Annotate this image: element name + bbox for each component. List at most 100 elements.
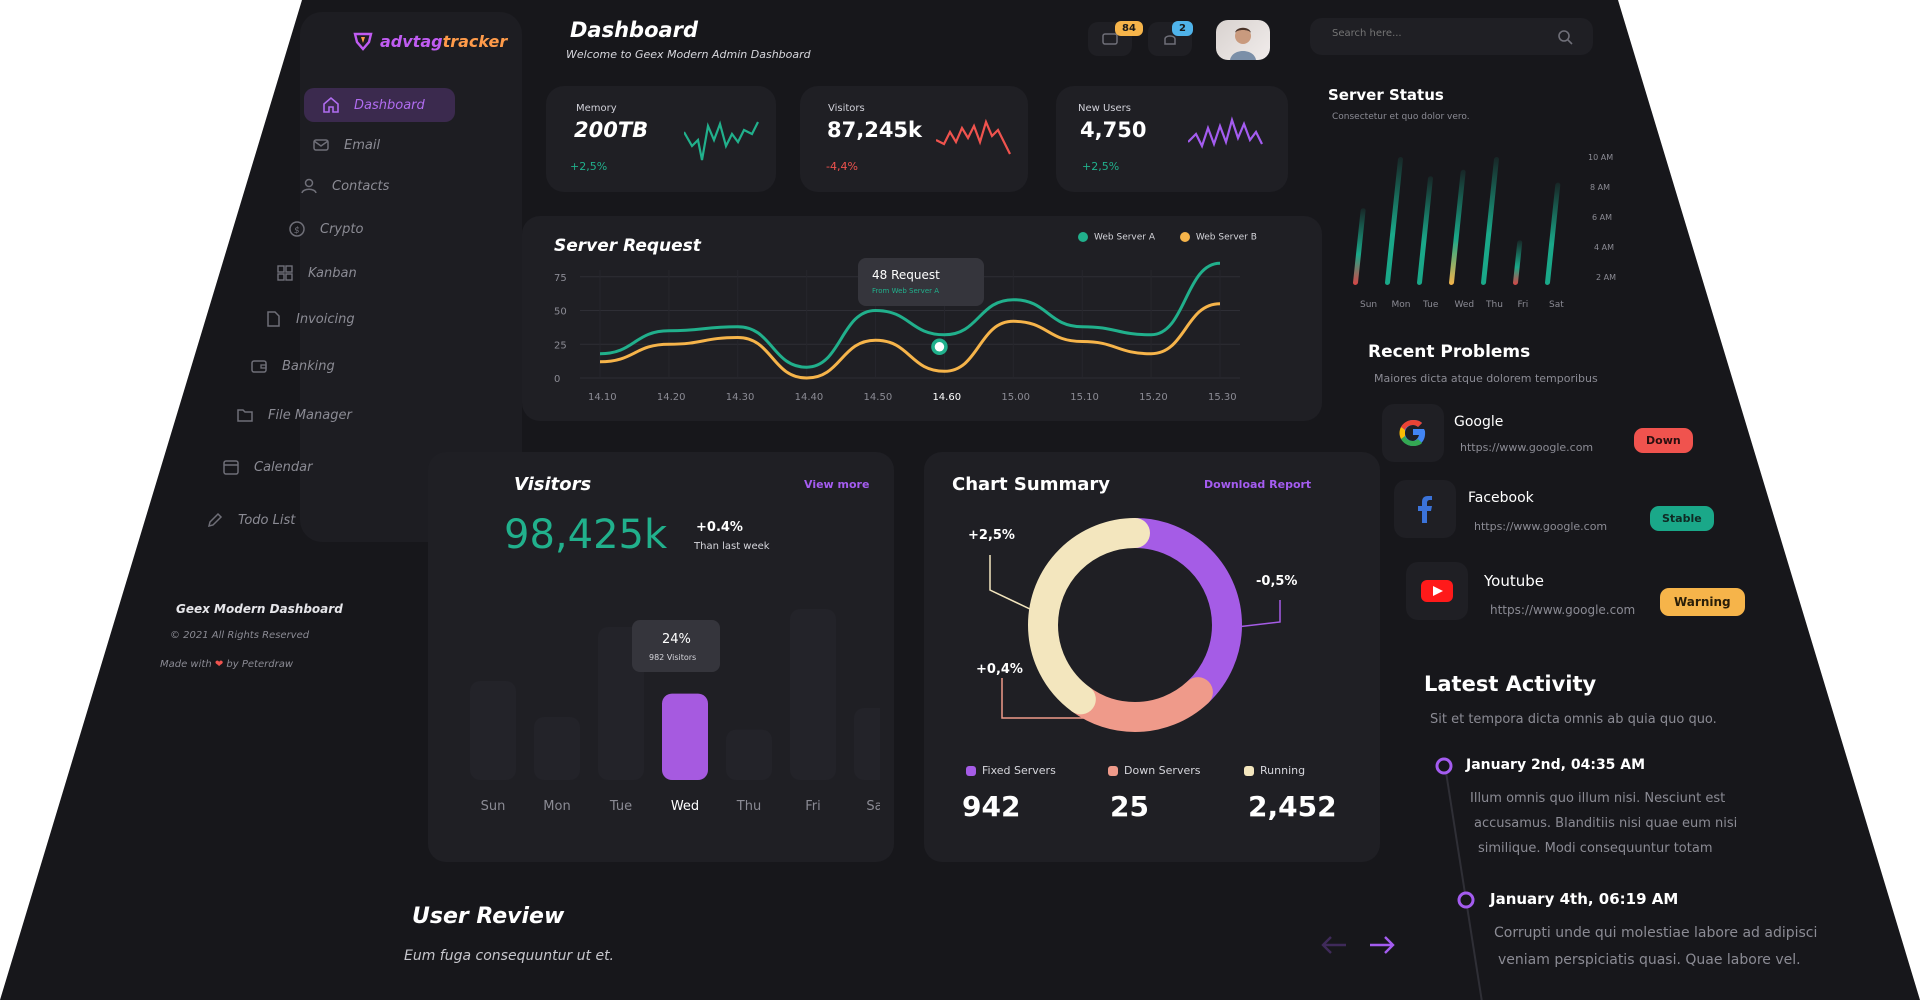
legend-entry: Down Servers xyxy=(1124,764,1201,777)
sidebar-item-crypto[interactable]: $ Crypto xyxy=(288,220,363,238)
problem-url[interactable]: https://www.google.com xyxy=(1460,441,1594,454)
y-tick-label: 6 AM xyxy=(1592,213,1612,222)
bar-sun xyxy=(470,681,516,780)
stat-change: +2,5% xyxy=(1082,160,1120,173)
sidebar-item-invoicing[interactable]: Invoicing xyxy=(264,310,355,328)
logo-icon xyxy=(353,32,373,51)
view-more-link[interactable]: View more xyxy=(804,478,870,491)
search-icon[interactable] xyxy=(1557,29,1573,45)
sidebar-item-email[interactable]: Email xyxy=(312,136,380,154)
x-tick-label: Wed xyxy=(1455,300,1475,310)
arrow-left-icon[interactable] xyxy=(1320,934,1348,956)
sidebar-item-file-manager[interactable]: File Manager xyxy=(236,406,352,424)
sidebar-item-kanban[interactable]: Kanban xyxy=(276,264,357,282)
problem-name: Youtube xyxy=(1484,572,1544,590)
sidebar-item-contacts[interactable]: Contacts xyxy=(300,177,389,195)
bar-fri xyxy=(1513,240,1523,285)
donut-callout: +0,4% xyxy=(976,662,1023,677)
legend-swatch xyxy=(1179,232,1190,242)
problem-name: Google xyxy=(1454,414,1504,430)
recent-problems-title: Recent Problems xyxy=(1368,342,1531,362)
stat-card-visitors xyxy=(800,86,1028,192)
x-tick-label: 15.30 xyxy=(1208,392,1237,403)
user-review-subtitle: Eum fuga consequuntur ut et. xyxy=(404,948,615,964)
problem-url[interactable]: https://www.google.com xyxy=(1474,520,1608,533)
user-avatar-icon xyxy=(1230,27,1256,60)
sidebar-item-label: Email xyxy=(344,137,381,153)
x-tick-label: 14.10 xyxy=(588,392,617,403)
stat-card-memory xyxy=(546,86,776,192)
stat-title: Memory xyxy=(576,103,617,114)
sidebar-item-banking[interactable]: Banking xyxy=(250,357,335,375)
activity-line: accusamus. Blanditiis nisi quae eum nisi xyxy=(1474,816,1738,831)
x-tick-label: Fri xyxy=(805,799,821,814)
svg-text:$: $ xyxy=(294,226,300,236)
activity-date: January 2nd, 04:35 AM xyxy=(1466,757,1646,773)
server-status-chart: Sun Mon Tue Wed Thu Fri Sat 10 AM 8 AM 6 AM 4 AM 2 … xyxy=(1353,153,1616,310)
x-tick-label: Fri xyxy=(1518,300,1529,310)
sidebar-item-label: Banking xyxy=(282,358,335,374)
download-report-link[interactable]: Download Report xyxy=(1204,478,1312,491)
legend-swatch xyxy=(1078,232,1088,242)
bar-mon xyxy=(534,717,580,780)
y-tick-label: 50 xyxy=(554,307,567,318)
summary-total-running: 2,452 xyxy=(1248,790,1337,823)
new-users-sparkline xyxy=(1188,116,1263,149)
pencil-icon xyxy=(207,512,223,528)
x-tick-label: Sun xyxy=(481,799,506,814)
problem-url[interactable]: https://www.google.com xyxy=(1490,603,1636,617)
problem-name: Facebook xyxy=(1468,490,1534,506)
x-tick-label: 14.40 xyxy=(795,392,824,403)
sidebar-item-dashboard[interactable]: Dashboard xyxy=(304,88,455,122)
search-box[interactable] xyxy=(1310,18,1593,55)
server-request-title: Server Request xyxy=(554,236,701,256)
avatar[interactable] xyxy=(1216,20,1270,60)
summary-total-fixed: 942 xyxy=(962,790,1021,823)
y-tick-label: 8 AM xyxy=(1590,183,1610,192)
x-tick-label: Sat xyxy=(866,799,880,814)
x-tick-label: 14.50 xyxy=(864,392,893,403)
sidebar-footer-made-with: Made with ❤ by Peterdraw xyxy=(160,659,293,670)
stat-change: +2,5% xyxy=(570,160,608,173)
tooltip-sub: From Web Server A xyxy=(872,287,940,295)
bar-fri xyxy=(790,609,836,780)
x-tick-label: 14.60 xyxy=(932,392,961,403)
stat-title: New Users xyxy=(1078,103,1131,114)
logo-text-a: advtag xyxy=(380,31,443,51)
legend-swatch xyxy=(966,766,976,776)
activity-date: January 4th, 06:19 AM xyxy=(1490,890,1679,908)
series-line-web-server-a xyxy=(599,261,1221,369)
legend-entry: Web Server A xyxy=(1094,232,1156,243)
mail-icon xyxy=(313,139,329,151)
problem-icon xyxy=(1382,404,1444,462)
x-tick-label: Sat xyxy=(1549,300,1564,310)
legend-swatch xyxy=(1244,766,1254,776)
chat-icon xyxy=(1102,33,1118,45)
arrow-right-icon[interactable] xyxy=(1368,934,1396,956)
visitors-change-sub: Than last week xyxy=(694,541,770,552)
visitors-title: Visitors xyxy=(514,474,592,495)
legend-entry: Fixed Servers xyxy=(982,764,1056,777)
server-request-tooltip: 48 Request From Web Server A xyxy=(858,258,984,306)
search-input[interactable] xyxy=(1330,27,1554,40)
grid-icon xyxy=(277,265,293,281)
folder-icon xyxy=(237,409,253,422)
page-subtitle: Welcome to Geex Modern Admin Dashboard xyxy=(566,48,811,61)
bar-sat xyxy=(854,708,880,780)
server-request-legend: Web Server A Web Server B xyxy=(1078,232,1257,243)
sidebar-item-calendar[interactable]: Calendar xyxy=(222,458,312,476)
user-icon xyxy=(301,178,317,194)
sidebar-item-label: Kanban xyxy=(308,265,357,281)
x-tick-label: Thu xyxy=(1485,300,1503,310)
bar-thu xyxy=(1481,157,1499,285)
visitors-change: +0.4% xyxy=(696,520,743,535)
y-tick-label: 2 AM xyxy=(1596,273,1616,282)
visitors-sparkline xyxy=(936,118,1011,155)
coin-icon: $ xyxy=(289,221,305,237)
facebook-icon xyxy=(1418,496,1432,523)
stat-title: Visitors xyxy=(828,103,865,114)
sidebar-item-label: Dashboard xyxy=(354,97,425,113)
sidebar-item-todo-list[interactable]: Todo List xyxy=(206,511,295,529)
logo[interactable]: advtagtracker xyxy=(352,30,507,52)
y-tick-label: 0 xyxy=(554,374,560,385)
